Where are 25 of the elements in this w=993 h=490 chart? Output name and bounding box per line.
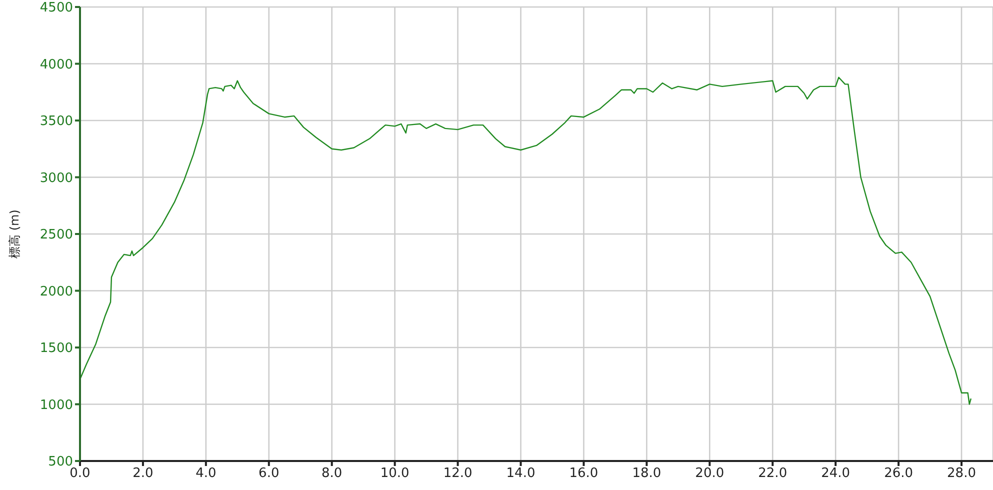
x-tick-label: 18.0	[632, 466, 662, 482]
x-tick-label: 10.0	[380, 466, 410, 482]
x-tick-label: 16.0	[569, 466, 598, 482]
y-tick-label: 3500	[40, 114, 73, 130]
x-tick-label: 4.0	[196, 466, 216, 482]
x-tick-label: 12.0	[443, 466, 472, 482]
x-tick-label: 6.0	[258, 466, 280, 482]
x-tick-label: 14.0	[506, 466, 536, 482]
x-tick-label: 28.0	[947, 466, 976, 482]
y-tick-label: 4500	[40, 0, 73, 16]
x-tick-label: 22.0	[758, 466, 788, 482]
x-tick-label: 20.0	[695, 466, 724, 482]
y-tick-label: 3000	[40, 170, 73, 186]
y-tick-label: 4000	[40, 57, 73, 72]
y-tick-label: 1000	[40, 398, 73, 413]
x-tick-label: 8.0	[322, 466, 342, 482]
x-tick-label: 26.0	[884, 466, 914, 482]
x-tick-label: 2.0	[132, 466, 154, 482]
y-tick-label: 2500	[40, 228, 73, 243]
y-tick-label: 1500	[40, 341, 73, 356]
x-tick-label: 0.0	[70, 466, 90, 482]
y-axis-title: 標高 (m)	[7, 210, 22, 258]
x-tick-label: 24.0	[821, 466, 850, 482]
y-tick-label: 2000	[40, 284, 73, 300]
line-series	[80, 76, 972, 405]
